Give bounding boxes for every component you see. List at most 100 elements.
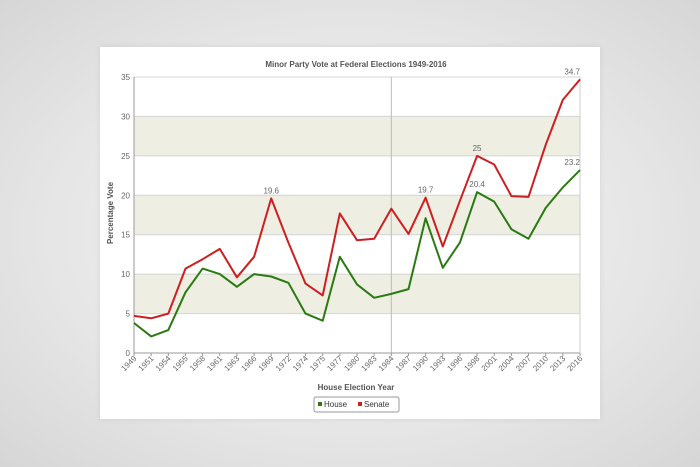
data-point-senate[interactable] — [268, 195, 274, 201]
x-tick-label: 1955 — [171, 354, 190, 373]
data-point-senate[interactable] — [491, 162, 497, 168]
data-point-house[interactable] — [491, 199, 497, 205]
data-point-senate[interactable] — [165, 311, 171, 317]
y-axis-title: Percentage Vote — [106, 181, 115, 244]
data-point-house[interactable] — [285, 280, 291, 286]
legend[interactable]: House Senate — [313, 396, 400, 413]
data-label: 20.4 — [469, 180, 485, 189]
x-tick-label: 1983 — [360, 354, 379, 373]
data-point-house[interactable] — [474, 189, 480, 195]
data-point-house[interactable] — [388, 291, 394, 297]
data-point-senate[interactable] — [543, 142, 549, 148]
x-tick-label: 2007 — [514, 354, 533, 373]
data-point-house[interactable] — [526, 236, 532, 242]
data-point-senate[interactable] — [388, 206, 394, 212]
data-point-senate[interactable] — [560, 97, 566, 103]
data-point-senate[interactable] — [131, 313, 137, 319]
x-tick-label: 1954 — [154, 354, 173, 373]
data-point-senate[interactable] — [285, 240, 291, 246]
legend-house-label[interactable]: House — [324, 400, 348, 409]
data-point-house[interactable] — [577, 167, 583, 173]
data-point-house[interactable] — [440, 265, 446, 271]
x-tick-label: 2004 — [497, 354, 516, 373]
y-tick-label: 10 — [121, 270, 130, 279]
legend-senate-swatch — [358, 402, 362, 406]
data-point-house[interactable] — [131, 320, 137, 326]
data-point-house[interactable] — [560, 184, 566, 190]
data-label: 34.7 — [564, 67, 580, 76]
data-point-house[interactable] — [543, 205, 549, 211]
data-point-house[interactable] — [268, 274, 274, 280]
data-point-house[interactable] — [457, 240, 463, 246]
data-point-senate[interactable] — [217, 246, 223, 252]
x-tick-label: 1975 — [308, 354, 327, 373]
chart-title: Minor Party Vote at Federal Elections 19… — [265, 60, 447, 69]
data-point-senate[interactable] — [251, 254, 257, 260]
x-tick-label: 1972 — [274, 354, 293, 373]
data-point-house[interactable] — [371, 295, 377, 301]
data-point-senate[interactable] — [440, 244, 446, 250]
x-tick-label: 1949 — [119, 354, 138, 373]
x-tick-label: 1993 — [428, 354, 447, 373]
y-tick-label: 30 — [121, 112, 130, 121]
data-point-senate[interactable] — [303, 281, 309, 287]
data-point-senate[interactable] — [320, 292, 326, 298]
data-point-senate[interactable] — [148, 315, 154, 321]
series-line-house[interactable] — [133, 169, 581, 338]
series-line-senate[interactable] — [133, 78, 581, 320]
x-tick-label: 1961 — [205, 354, 224, 373]
legend-house-swatch — [318, 402, 322, 406]
x-tick-label: 2010 — [531, 354, 550, 373]
chart-svg: 0510152025303519491951195419551958196119… — [106, 60, 585, 413]
data-point-senate[interactable] — [474, 153, 480, 159]
data-point-senate[interactable] — [371, 236, 377, 242]
x-tick-label: 1987 — [394, 354, 413, 373]
x-tick-label: 1958 — [188, 354, 207, 373]
data-point-senate[interactable] — [200, 256, 206, 262]
x-tick-label: 1966 — [240, 354, 259, 373]
data-point-house[interactable] — [405, 286, 411, 292]
data-point-senate[interactable] — [182, 266, 188, 272]
data-point-senate[interactable] — [508, 193, 514, 199]
data-point-house[interactable] — [251, 271, 257, 277]
data-point-house[interactable] — [217, 271, 223, 277]
data-point-house[interactable] — [165, 327, 171, 333]
plot-band — [134, 116, 580, 156]
data-point-house[interactable] — [423, 215, 429, 221]
plot-band — [134, 195, 580, 235]
data-point-house[interactable] — [320, 318, 326, 324]
y-tick-label: 20 — [121, 191, 130, 200]
x-tick-label: 1963 — [222, 354, 241, 373]
y-tick-label: 25 — [121, 152, 130, 161]
data-point-house[interactable] — [234, 284, 240, 290]
data-point-house[interactable] — [303, 311, 309, 317]
data-point-senate[interactable] — [457, 198, 463, 204]
data-point-house[interactable] — [337, 254, 343, 260]
data-point-house[interactable] — [508, 226, 514, 232]
data-point-house[interactable] — [200, 266, 206, 272]
x-tick-label: 1990 — [411, 354, 430, 373]
data-point-senate[interactable] — [234, 274, 240, 280]
x-axis-title: House Election Year — [318, 383, 395, 392]
data-point-senate[interactable] — [526, 194, 532, 200]
x-tick-label: 1951 — [137, 354, 156, 373]
y-tick-label: 5 — [126, 310, 131, 319]
x-tick-label: 1980 — [342, 354, 361, 373]
data-point-senate[interactable] — [577, 76, 583, 82]
legend-senate-label[interactable]: Senate — [364, 400, 390, 409]
x-tick-label: 1969 — [257, 354, 276, 373]
data-point-senate[interactable] — [354, 237, 360, 243]
data-point-house[interactable] — [354, 281, 360, 287]
data-point-house[interactable] — [148, 333, 154, 339]
x-tick-label: 1984 — [377, 354, 396, 373]
data-point-senate[interactable] — [405, 231, 411, 237]
x-tick-label: 1996 — [445, 354, 464, 373]
y-tick-label: 0 — [126, 349, 131, 358]
data-point-senate[interactable] — [337, 210, 343, 216]
data-point-house[interactable] — [182, 289, 188, 295]
plot-band — [134, 274, 580, 314]
data-label: 19.7 — [418, 186, 434, 195]
x-tick-label: 1998 — [463, 354, 482, 373]
data-point-senate[interactable] — [423, 195, 429, 201]
y-tick-label: 35 — [121, 73, 130, 82]
